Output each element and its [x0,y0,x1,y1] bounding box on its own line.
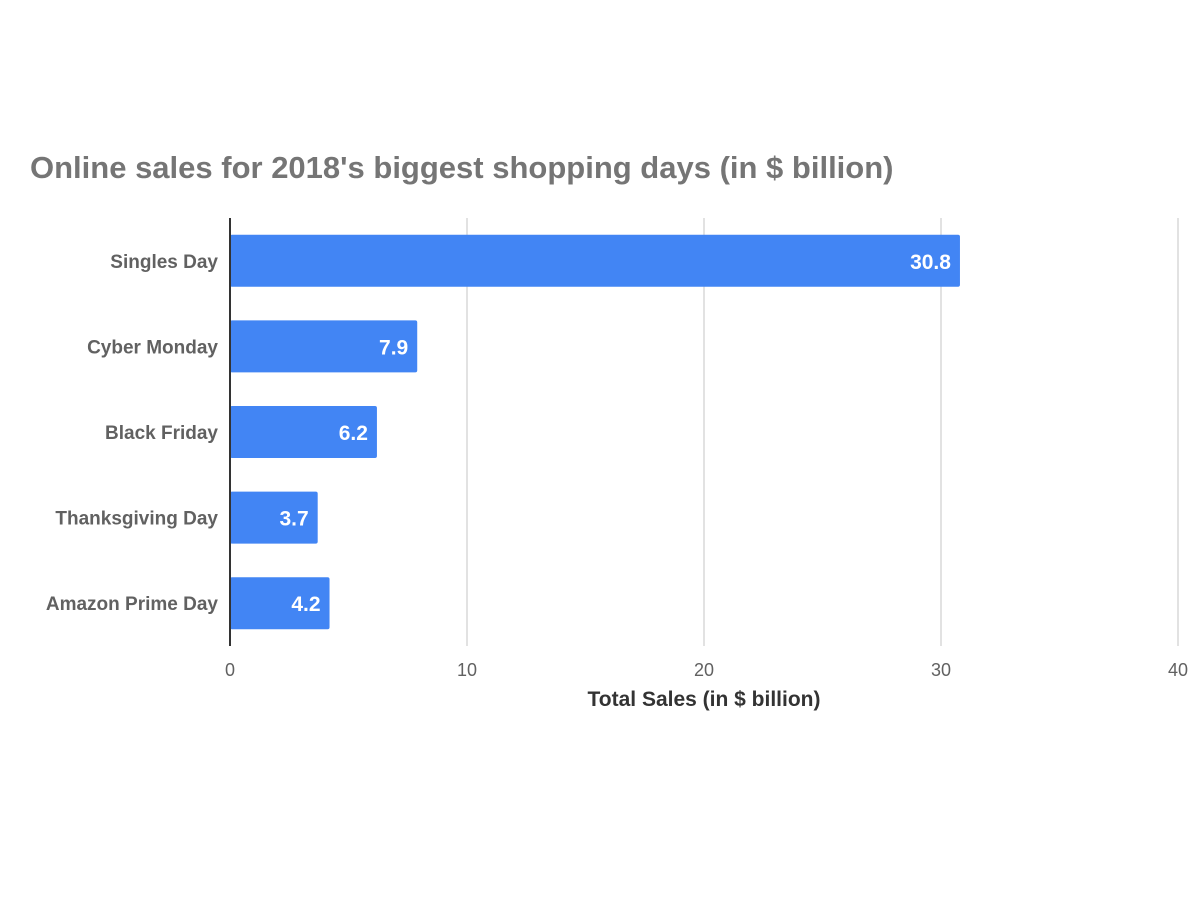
category-label: Cyber Monday [87,337,218,358]
bar [230,406,377,458]
category-label: Thanksgiving Day [55,509,218,530]
category-label: Singles Day [110,252,218,273]
data-label: 4.2 [291,593,320,616]
x-tick-label: 10 [457,660,477,680]
data-label: 3.7 [279,508,308,531]
x-tick-label: 0 [225,660,235,680]
x-axis-title: Total Sales (in $ billion) [588,688,821,711]
gridlines [466,218,1179,646]
x-tick-label: 30 [931,660,951,680]
x-tick-label: 40 [1168,660,1188,680]
category-label: Black Friday [105,423,218,444]
bar [230,320,418,373]
chart-title: Online sales for 2018's biggest shopping… [30,150,894,185]
data-label: 30.8 [910,251,951,274]
labels: 0 10 20 30 40 Singles Day 30.8 Cyber Monday 7.9 B… [46,251,1188,680]
bars [230,234,960,630]
data-label: 7.9 [379,336,408,359]
bar [230,491,318,544]
bar [230,234,960,287]
category-label: Amazon Prime Day [46,594,219,615]
bar [230,577,330,630]
data-label: 6.2 [339,422,368,445]
x-tick-label: 20 [694,660,714,680]
